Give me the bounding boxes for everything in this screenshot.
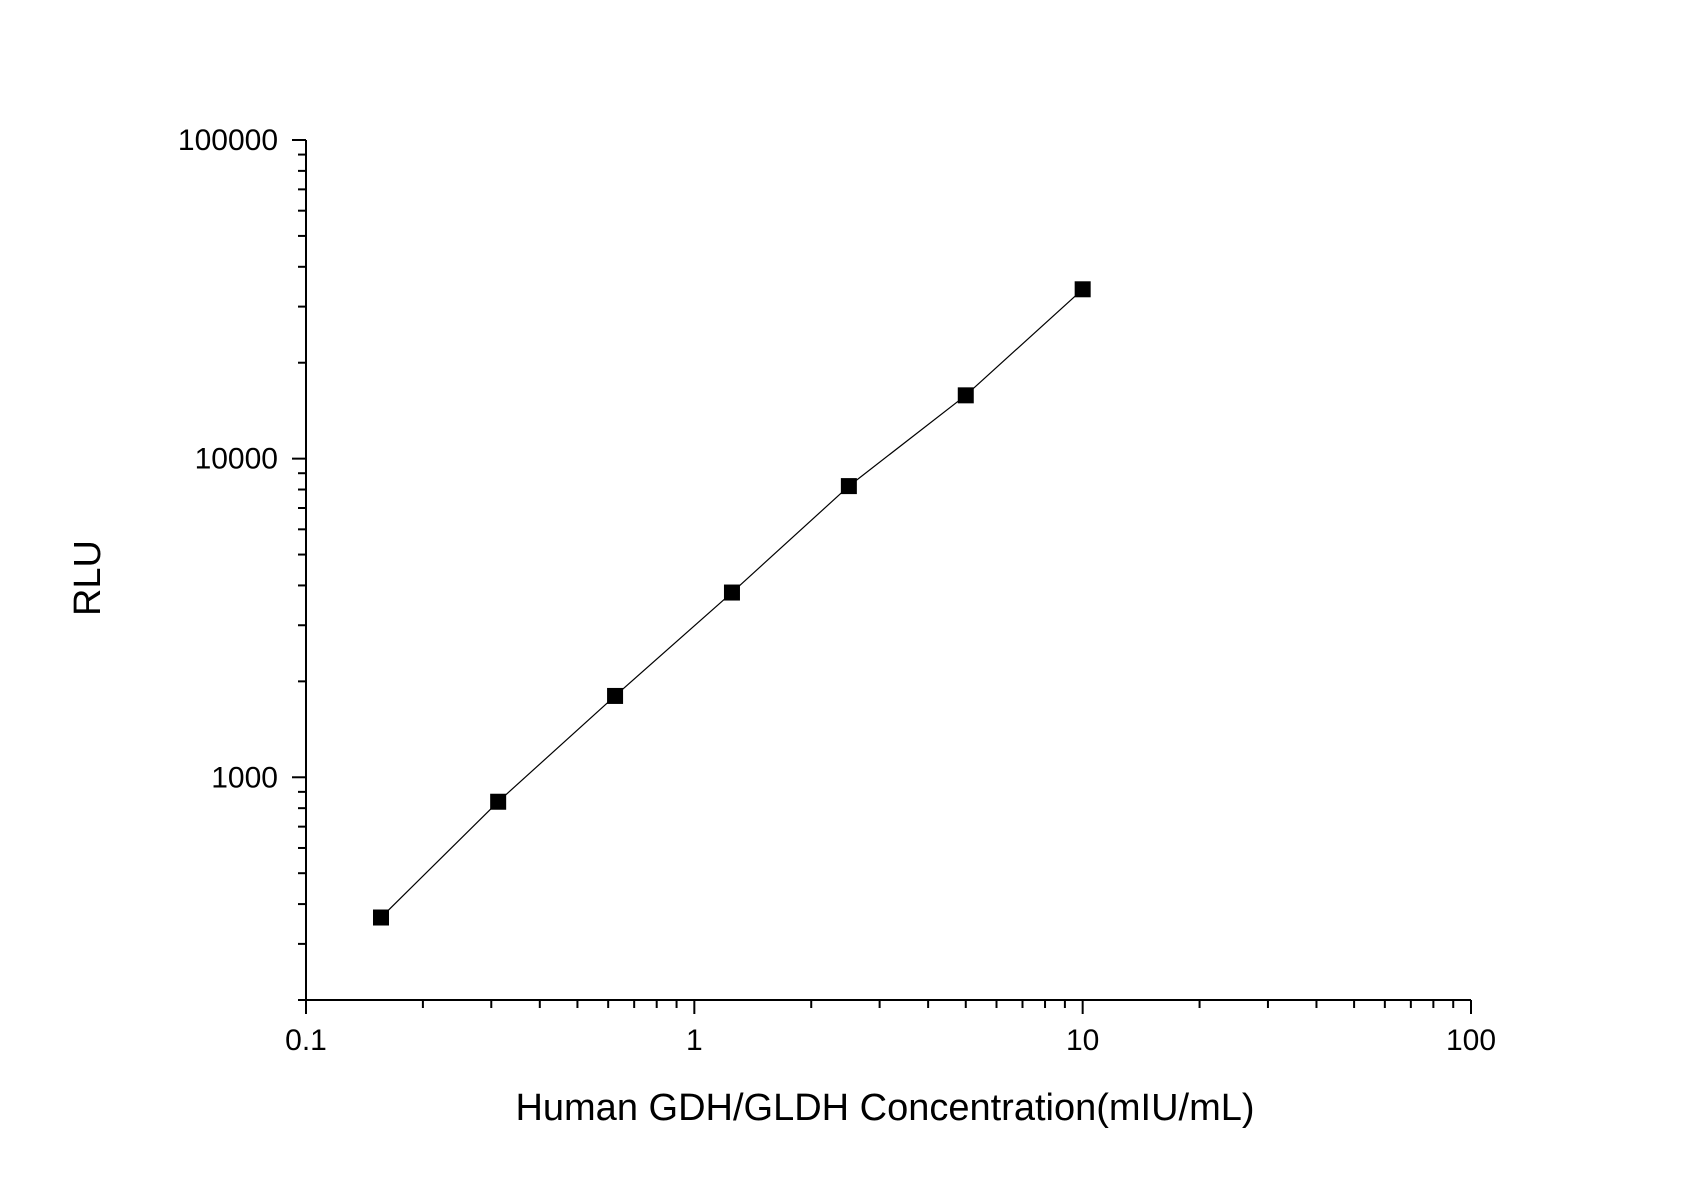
x-axis-title: Human GDH/GLDH Concentration(mIU/mL) xyxy=(515,1087,1254,1129)
y-axis-ticks: 1000 10000 100000 xyxy=(178,124,306,1001)
series-line xyxy=(380,288,1084,918)
x-tick-label: 0.1 xyxy=(285,1024,327,1057)
y-axis-title: RLU xyxy=(67,540,109,616)
y-tick-label: 100000 xyxy=(178,124,278,157)
x-tick-label: 1 xyxy=(686,1024,703,1057)
y-tick-label: 10000 xyxy=(195,443,278,476)
series xyxy=(372,281,1091,926)
data-point xyxy=(723,584,740,601)
data-point xyxy=(607,687,624,704)
data-point xyxy=(957,387,974,404)
data-point xyxy=(490,793,507,810)
data-point xyxy=(372,909,389,926)
x-tick-label: 10 xyxy=(1066,1024,1099,1057)
data-point xyxy=(840,478,857,495)
x-axis-ticks: 0.1 1 10 100 xyxy=(285,1000,1496,1057)
x-tick-label: 100 xyxy=(1446,1024,1496,1057)
axes xyxy=(305,140,1471,1001)
y-tick-label: 1000 xyxy=(211,761,278,794)
data-point xyxy=(1074,281,1091,298)
